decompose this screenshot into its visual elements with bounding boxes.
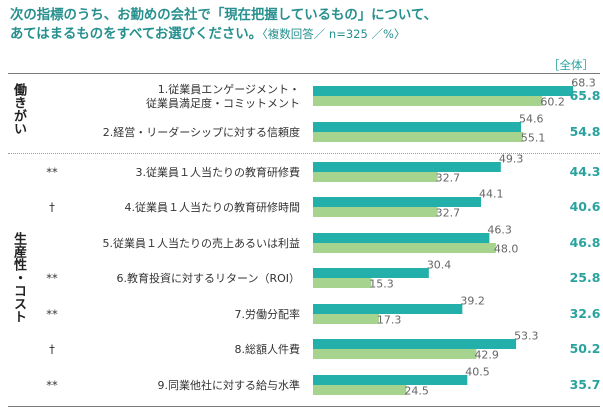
significance-mark: ** [46, 378, 58, 392]
total-value: 54.8 [570, 124, 601, 139]
group-label-engagement: 働きがい [11, 83, 26, 135]
data-label-series-a: 53.3 [514, 330, 539, 343]
total-value: 65.8 [570, 88, 601, 103]
significance-mark: ** [46, 271, 58, 285]
group-divider [8, 153, 600, 154]
bar-series-a [313, 268, 429, 278]
data-label-series-b: 42.9 [474, 349, 499, 362]
total-value: 40.6 [570, 199, 601, 214]
data-label-series-a: 68.3 [571, 77, 596, 90]
data-label-series-a: 40.5 [465, 366, 490, 379]
significance-mark: ** [46, 165, 58, 179]
bar-series-b [313, 96, 543, 106]
data-label-series-b: 32.7 [436, 207, 461, 220]
bar-series-a [313, 122, 522, 132]
total-value: 46.8 [570, 235, 601, 250]
significance-mark: ** [46, 307, 58, 321]
total-value: 25.8 [570, 270, 601, 285]
category-label-line: 従業員満足度・コミットメント [146, 96, 300, 110]
category-label: 3.従業員１人当たりの教育研修費 [136, 165, 301, 179]
top-rule [8, 73, 600, 74]
data-label-series-b: 17.3 [377, 314, 402, 327]
bar-series-b [313, 385, 407, 395]
data-label-series-a: 44.1 [479, 188, 504, 201]
bar-series-a [313, 304, 463, 314]
bar-series-b [313, 172, 438, 182]
title-line-1: 次の指標のうち、お勤めの会社で「現在把握しているもの」について、 [10, 8, 438, 23]
total-value: 32.6 [570, 306, 601, 321]
title-line-2: あてはまるものをすべてお選びください。〈複数回答／ n=325 ／%〉 [10, 25, 600, 44]
bar-series-b [313, 278, 372, 288]
category-label-line: 1.従業員エンゲージメント・ [158, 83, 300, 96]
bottom-rule [8, 406, 600, 407]
category-label: 4.従業員１人当たりの教育研修時間 [125, 200, 301, 214]
title-line-2-text: あてはまるものをすべてお選びください。 [10, 27, 263, 42]
category-label: 9.同業他社に対する給与水準 [158, 378, 301, 392]
data-label-series-b: 60.2 [540, 96, 565, 109]
chart-title: 次の指標のうち、お勤めの会社で「現在把握しているもの」について、 あてはまるもの… [10, 6, 600, 44]
category-label: 8.総額人件費 [235, 342, 301, 356]
bar-series-a [313, 162, 501, 172]
group-label-productivity: 生産性・コスト [11, 232, 26, 323]
bar-series-a [313, 197, 482, 207]
bar-series-b [313, 132, 523, 142]
data-label-series-b: 32.7 [436, 172, 461, 185]
bar-series-b [313, 314, 379, 324]
total-value: 35.7 [570, 377, 601, 392]
data-label-series-b: 55.1 [521, 132, 546, 145]
bar-series-a [313, 375, 468, 385]
category-label: 5.従業員１人当たりの売上あるいは利益 [103, 236, 301, 250]
category-label: 7.労働分配率 [235, 307, 301, 321]
title-note: 〈複数回答／ n=325 ／%〉 [262, 27, 406, 41]
data-label-series-a: 46.3 [487, 224, 512, 237]
total-value: 50.2 [570, 341, 601, 356]
data-label-series-b: 48.0 [494, 243, 519, 256]
data-label-series-a: 54.6 [519, 113, 544, 126]
data-label-series-a: 39.2 [460, 295, 485, 308]
total-value: 44.3 [570, 164, 601, 179]
data-label-series-b: 15.3 [369, 278, 394, 291]
bar-series-a [313, 86, 574, 96]
bar-series-b [313, 243, 496, 253]
bar-series-a [313, 339, 517, 349]
data-label-series-b: 24.5 [404, 385, 429, 398]
total-column-header: ［全体］ [548, 58, 594, 72]
category-label: 2.経営・リーダーシップに対する信頼度 [103, 125, 300, 139]
data-label-series-a: 30.4 [427, 259, 452, 272]
bar-series-a [313, 233, 490, 243]
bar-series-b [313, 207, 438, 217]
bar-series-b [313, 349, 477, 359]
data-label-series-a: 49.3 [499, 153, 524, 166]
category-label: 6.教育投資に対するリターン（ROI） [117, 271, 301, 285]
significance-mark: † [49, 200, 55, 214]
significance-mark: † [49, 342, 55, 356]
